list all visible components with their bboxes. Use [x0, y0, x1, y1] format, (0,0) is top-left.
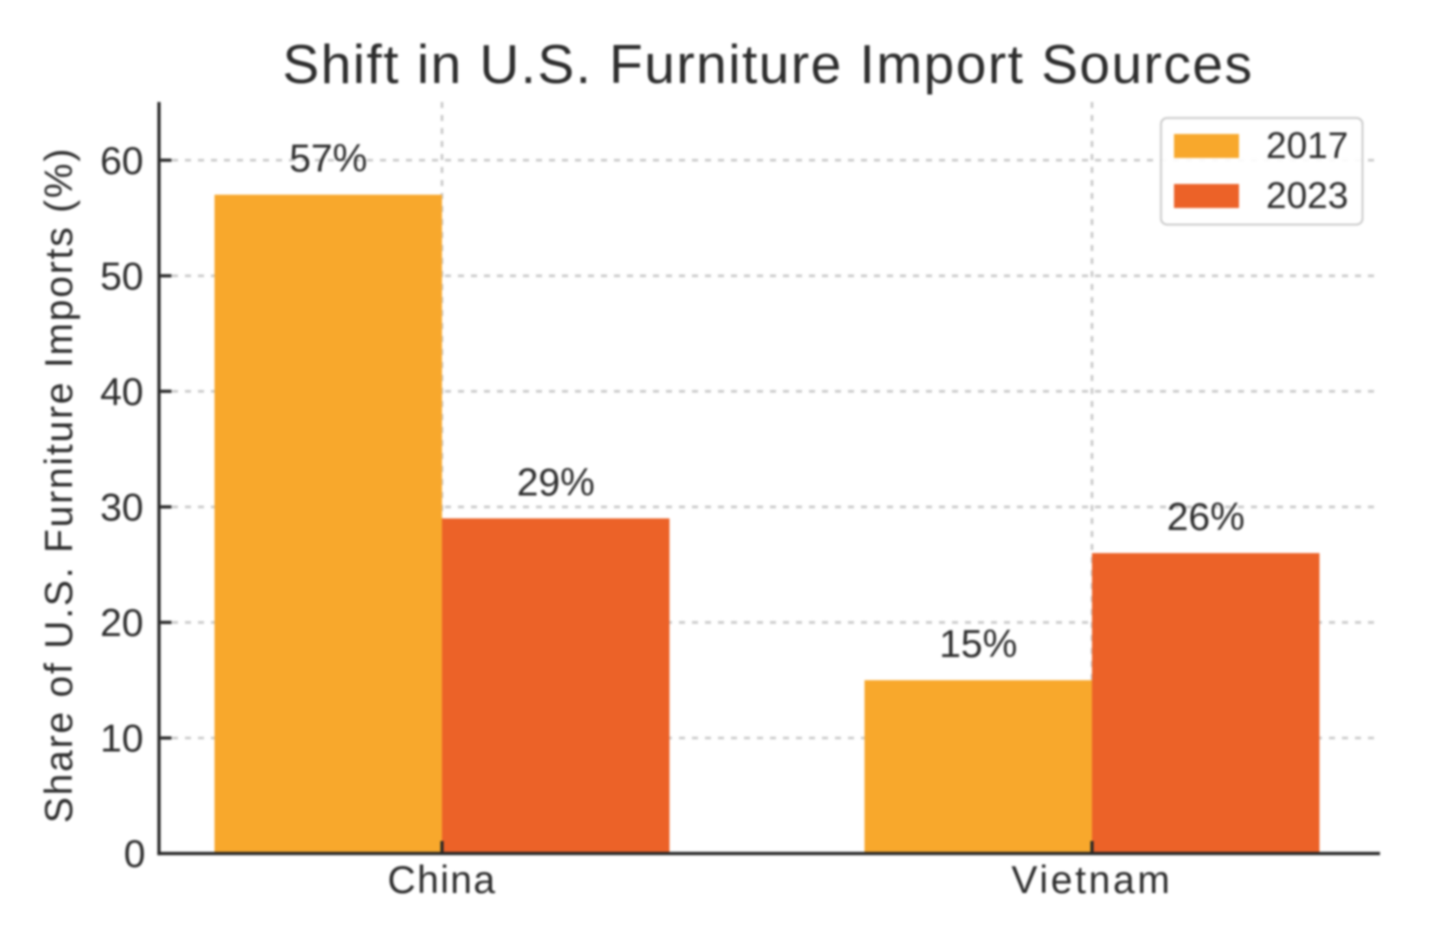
svg-text:Shift in U.S. Furniture Import: Shift in U.S. Furniture Import Sources — [283, 33, 1254, 95]
svg-text:40: 40 — [100, 371, 143, 414]
svg-text:50: 50 — [100, 256, 143, 299]
svg-text:China: China — [388, 859, 497, 902]
svg-text:29%: 29% — [517, 461, 595, 504]
svg-text:15%: 15% — [939, 623, 1017, 666]
svg-text:0: 0 — [124, 833, 146, 876]
svg-text:2017: 2017 — [1266, 125, 1348, 166]
svg-text:2023: 2023 — [1266, 175, 1348, 216]
svg-text:26%: 26% — [1167, 496, 1245, 539]
svg-text:20: 20 — [100, 602, 143, 645]
svg-text:30: 30 — [100, 487, 143, 530]
svg-text:Share of U.S. Furniture Import: Share of U.S. Furniture Imports (%) — [38, 147, 81, 823]
svg-text:10: 10 — [100, 718, 143, 761]
svg-text:60: 60 — [100, 140, 143, 183]
svg-text:57%: 57% — [289, 138, 367, 181]
svg-text:Vietnam: Vietnam — [1011, 859, 1172, 902]
